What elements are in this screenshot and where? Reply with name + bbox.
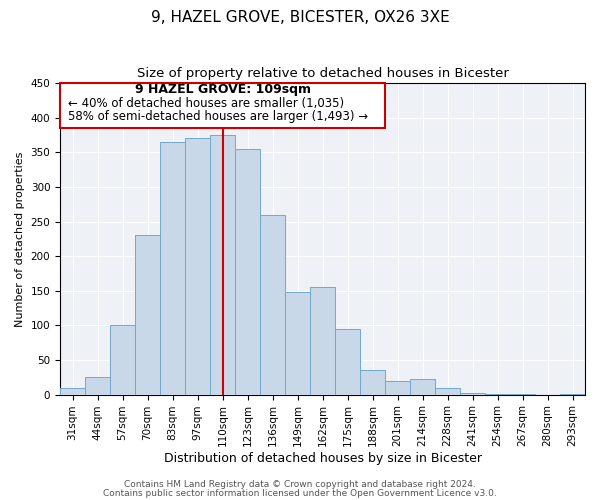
Bar: [160, 142, 185, 395]
Text: 9 HAZEL GROVE: 109sqm: 9 HAZEL GROVE: 109sqm: [134, 84, 311, 96]
Bar: [410, 380, 435, 394]
Bar: [60, 388, 85, 394]
Bar: [310, 288, 335, 395]
Bar: [110, 326, 135, 394]
Bar: [260, 214, 285, 394]
Bar: [360, 370, 385, 394]
Text: ← 40% of detached houses are smaller (1,035): ← 40% of detached houses are smaller (1,…: [68, 96, 344, 110]
Bar: [335, 329, 360, 394]
Bar: [285, 292, 310, 394]
Y-axis label: Number of detached properties: Number of detached properties: [15, 151, 25, 326]
Bar: [60, 83, 385, 128]
Text: 9, HAZEL GROVE, BICESTER, OX26 3XE: 9, HAZEL GROVE, BICESTER, OX26 3XE: [151, 10, 449, 25]
Bar: [210, 135, 235, 394]
Bar: [435, 388, 460, 394]
Bar: [185, 138, 210, 394]
Bar: [385, 381, 410, 394]
Text: Contains public sector information licensed under the Open Government Licence v3: Contains public sector information licen…: [103, 490, 497, 498]
X-axis label: Distribution of detached houses by size in Bicester: Distribution of detached houses by size …: [164, 452, 482, 465]
Bar: [135, 236, 160, 394]
Text: Contains HM Land Registry data © Crown copyright and database right 2024.: Contains HM Land Registry data © Crown c…: [124, 480, 476, 489]
Title: Size of property relative to detached houses in Bicester: Size of property relative to detached ho…: [137, 68, 508, 80]
Bar: [85, 378, 110, 394]
Bar: [235, 149, 260, 394]
Bar: [460, 392, 485, 394]
Text: 58% of semi-detached houses are larger (1,493) →: 58% of semi-detached houses are larger (…: [68, 110, 368, 124]
